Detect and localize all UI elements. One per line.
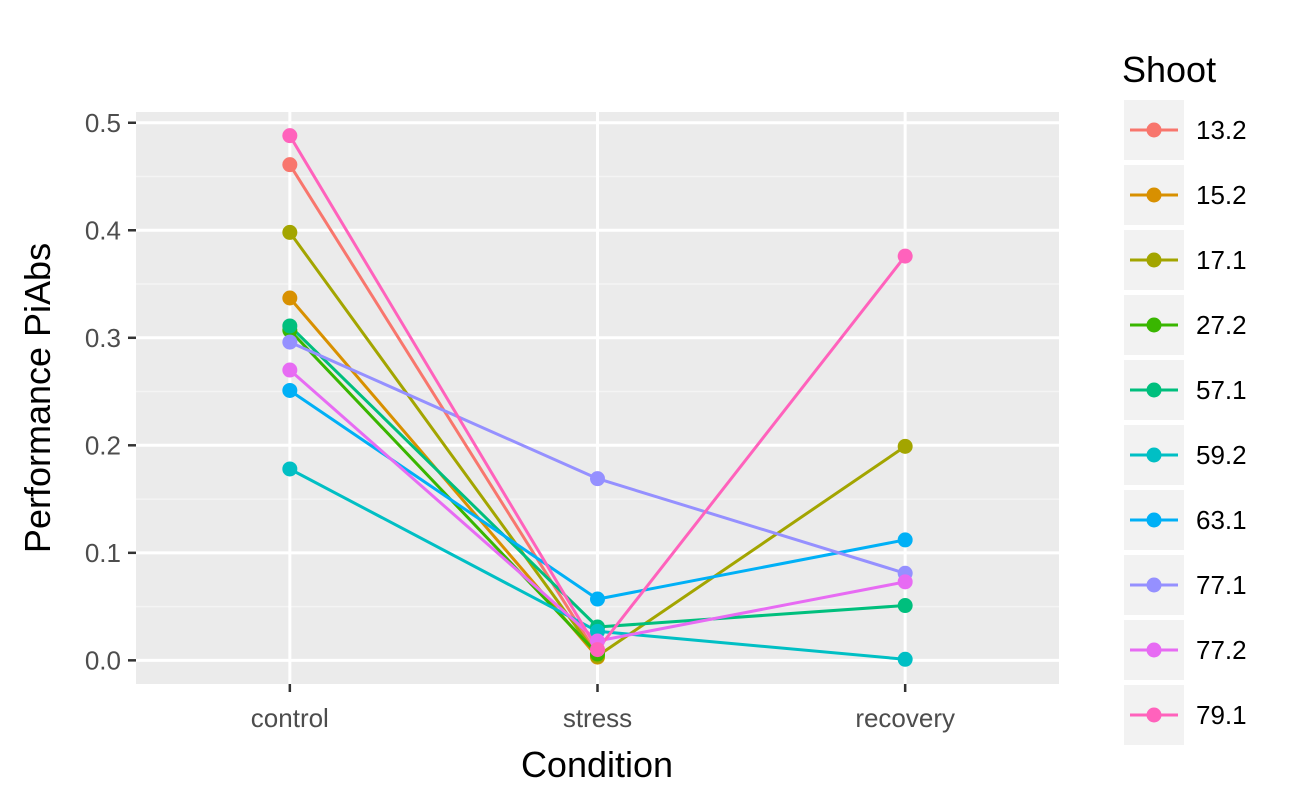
y-tick-label: 0.1: [85, 538, 121, 568]
data-point-79-1: [282, 128, 298, 144]
legend-title: Shoot: [1122, 49, 1216, 90]
legend-item-59-2: 59.2: [1124, 425, 1247, 485]
data-point-77-2: [282, 362, 298, 378]
legend-item-77-1: 77.1: [1124, 555, 1247, 615]
x-axis: control stress recovery: [251, 684, 955, 733]
legend-point: [1146, 642, 1162, 658]
legend-label: 15.2: [1196, 180, 1247, 210]
data-point-17-1: [282, 224, 298, 240]
legend-label: 79.1: [1196, 700, 1247, 730]
y-tick-label: 0.3: [85, 323, 121, 353]
legend-label: 27.2: [1196, 310, 1247, 340]
legend-point: [1146, 707, 1162, 723]
y-axis: 0.0 0.1 0.2 0.3 0.4 0.5: [85, 108, 136, 675]
legend-item-79-1: 79.1: [1124, 685, 1247, 745]
legend-item-77-2: 77.2: [1124, 620, 1247, 680]
data-point-77-1: [282, 334, 298, 350]
x-tick-label: stress: [563, 703, 632, 733]
y-tick-label: 0.0: [85, 645, 121, 675]
legend-point: [1146, 577, 1162, 593]
y-tick-label: 0.5: [85, 108, 121, 138]
legend-point: [1146, 382, 1162, 398]
x-axis-title: Condition: [521, 744, 673, 785]
legend-label: 13.2: [1196, 115, 1247, 145]
x-tick-label: control: [251, 703, 329, 733]
legend-item-27-2: 27.2: [1124, 295, 1247, 355]
legend-point: [1146, 122, 1162, 138]
legend-item-57-1: 57.1: [1124, 360, 1247, 420]
legend-label: 57.1: [1196, 375, 1247, 405]
series-points: [282, 128, 913, 667]
legend-point: [1146, 252, 1162, 268]
legend-item-13-2: 13.2: [1124, 100, 1247, 160]
data-point-63-1: [590, 591, 605, 607]
data-point-63-1: [282, 382, 298, 398]
data-point-17-1: [897, 438, 913, 454]
legend-item-17-1: 17.1: [1124, 230, 1247, 290]
legend-label: 77.1: [1196, 570, 1247, 600]
y-tick-label: 0.2: [85, 430, 121, 460]
data-point-57-1: [897, 598, 913, 614]
series-line-27-2: [288, 329, 599, 655]
y-axis-title: Performance PiAbs: [17, 243, 58, 553]
x-tick-label: recovery: [855, 703, 955, 733]
data-point-79-1: [897, 248, 913, 264]
legend: 13.2 15.2 17.1 27.2 57.1 59.2 63.1 77.1 77.2 79.1: [1124, 100, 1247, 745]
legend-label: 17.1: [1196, 245, 1247, 275]
legend-point: [1146, 317, 1162, 333]
y-tick-label: 0.4: [85, 215, 121, 245]
legend-label: 59.2: [1196, 440, 1247, 470]
data-point-57-1: [282, 318, 298, 334]
legend-item-15-2: 15.2: [1124, 165, 1247, 225]
data-point-77-2: [897, 574, 913, 590]
data-point-63-1: [897, 532, 913, 548]
data-point-59-2: [282, 461, 298, 477]
legend-item-63-1: 63.1: [1124, 490, 1247, 550]
legend-point: [1146, 512, 1162, 528]
legend-label: 77.2: [1196, 635, 1247, 665]
data-point-77-1: [590, 471, 605, 487]
data-point-59-2: [897, 651, 913, 667]
data-point-79-1: [590, 642, 605, 658]
legend-point: [1146, 187, 1162, 203]
data-point-15-2: [282, 290, 298, 306]
legend-point: [1146, 447, 1162, 463]
data-point-13-2: [282, 157, 298, 173]
legend-label: 63.1: [1196, 505, 1247, 535]
